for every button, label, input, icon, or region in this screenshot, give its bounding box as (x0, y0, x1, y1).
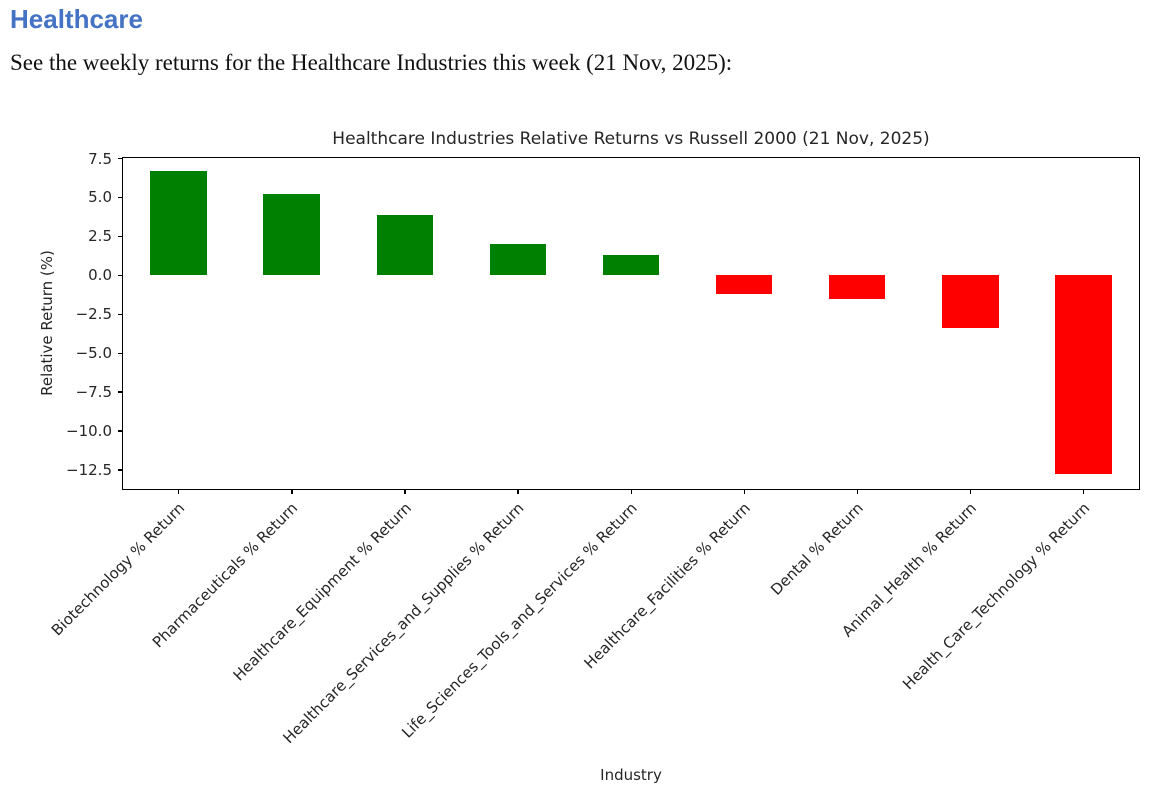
y-tick-label: −12.5 (66, 460, 112, 479)
x-tick-mark (1082, 490, 1085, 494)
bar (942, 275, 999, 329)
y-tick-mark (118, 196, 122, 199)
x-tick-label-text: Healthcare_Equipment % Return (229, 499, 415, 685)
intro-text: See the weekly returns for the Healthcar… (10, 50, 733, 75)
x-tick-label-text: Health_Care_Technology % Return (899, 499, 1094, 694)
y-tick-mark (118, 469, 122, 471)
x-tick-label-text: Dental % Return (767, 499, 867, 599)
y-tick-label: 7.5 (88, 149, 112, 168)
bar (263, 194, 320, 276)
bar (1055, 275, 1112, 475)
x-tick-mark (969, 490, 972, 494)
y-tick-label: −5.0 (75, 344, 112, 363)
bar (489, 244, 547, 276)
y-tick-mark (118, 430, 122, 432)
x-tick-mark (743, 490, 745, 494)
bar (150, 171, 207, 276)
y-tick-mark (118, 274, 122, 277)
y-tick-label: −2.5 (75, 305, 112, 324)
y-tick-label: −10.0 (66, 421, 112, 440)
y-tick-mark (118, 352, 122, 354)
x-tick-label-text: Life_Sciences_Tools_and_Services % Retur… (398, 499, 641, 742)
x-tick-mark (630, 490, 632, 494)
bar (715, 275, 773, 294)
x-tick-mark (517, 490, 519, 494)
bar (828, 275, 886, 299)
y-tick-mark (118, 158, 122, 160)
y-tick-mark (118, 313, 122, 316)
page-title: Healthcare (10, 4, 143, 34)
x-tick-mark (856, 490, 859, 494)
y-tick-label: −7.5 (75, 382, 112, 401)
x-tick-mark (404, 490, 406, 494)
y-tick-mark (118, 235, 122, 238)
chart-title: Healthcare Industries Relative Returns v… (332, 129, 930, 149)
y-tick-label: 5.0 (88, 188, 112, 207)
x-tick-mark (178, 490, 180, 494)
y-tick-label: 2.5 (88, 227, 112, 246)
y-tick-mark (118, 391, 122, 393)
x-tick-label-text: Healthcare_Services_and_Supplies % Retur… (279, 499, 528, 748)
y-tick-label: 0.0 (88, 266, 112, 285)
bar (602, 255, 660, 276)
x-axis-label: Industry (600, 766, 662, 784)
x-tick-mark (291, 490, 293, 494)
bar (376, 214, 434, 276)
